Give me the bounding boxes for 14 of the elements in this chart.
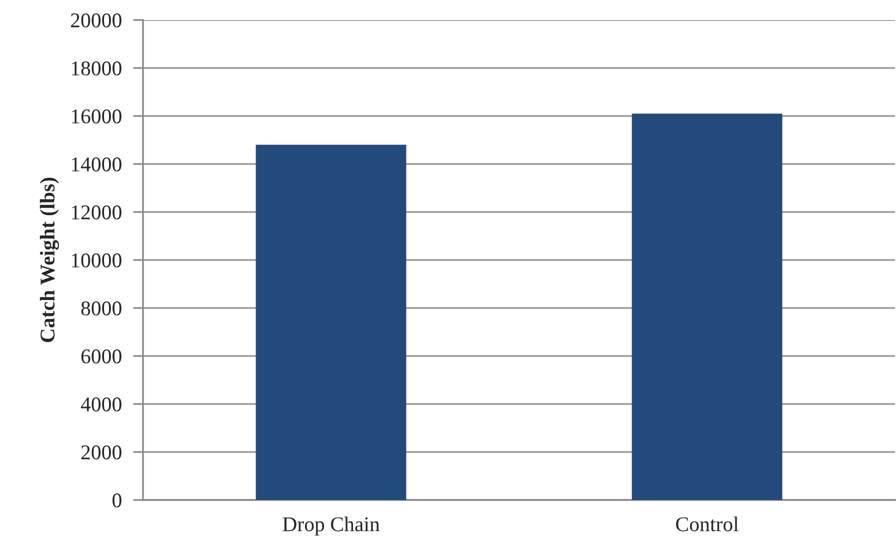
y-tick-label: 18000 — [72, 61, 122, 76]
y-tick-label: 2000 — [81, 445, 122, 460]
y-tick-label: 6000 — [81, 349, 122, 364]
y-axis-title: Catch Weight (lbs) — [40, 178, 59, 342]
y-tick-label: 8000 — [81, 301, 122, 316]
y-tick-label: 0 — [112, 493, 122, 508]
y-tick-label: 12000 — [72, 205, 122, 220]
y-tick-label: 10000 — [72, 253, 122, 268]
y-tick-label: 16000 — [72, 109, 122, 124]
x-tick-label: Drop Chain — [282, 516, 380, 536]
y-tick-label: 4000 — [80, 397, 122, 412]
y-tick-label: 14000 — [72, 157, 122, 172]
y-tick-label: 20000 — [71, 13, 122, 28]
x-tick-label: Control — [676, 516, 738, 532]
